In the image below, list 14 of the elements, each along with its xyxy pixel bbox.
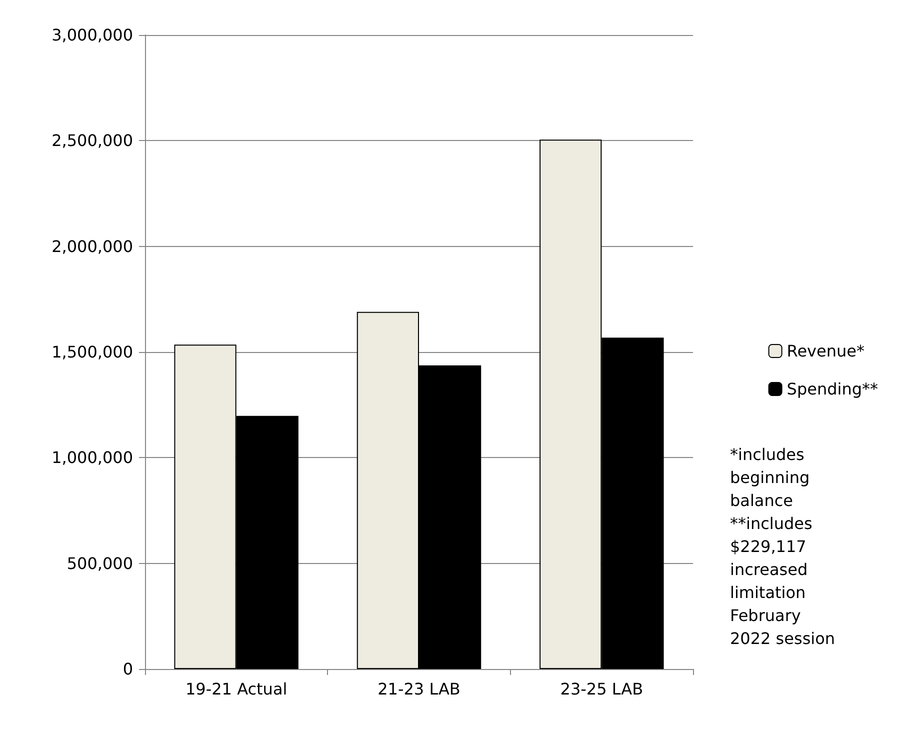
x-tick-label: 21-23 LAB bbox=[378, 680, 460, 698]
y-tick-label: 1,000,000 bbox=[52, 448, 133, 468]
y-tick-label: 2,000,000 bbox=[52, 236, 133, 256]
legend-label: Revenue* bbox=[786, 342, 864, 360]
text: *includes beginning balance bbox=[730, 445, 815, 510]
legend-label: Spending** bbox=[786, 380, 878, 398]
x-tick-label: 23-25 LAB bbox=[560, 680, 644, 698]
y-tick-label: 1,500,000 bbox=[52, 342, 133, 362]
y-tick-label: 500,000 bbox=[66, 554, 133, 573]
x-tick-label: 19-21 Actual bbox=[185, 680, 288, 698]
y-tick-label: 0 bbox=[122, 660, 133, 678]
y-tick-label: 2,500,000 bbox=[52, 131, 133, 150]
text: **includes $229,117 increased limitation February 2022 session bbox=[730, 514, 836, 648]
y-tick-label: 3,000,000 bbox=[52, 26, 133, 44]
